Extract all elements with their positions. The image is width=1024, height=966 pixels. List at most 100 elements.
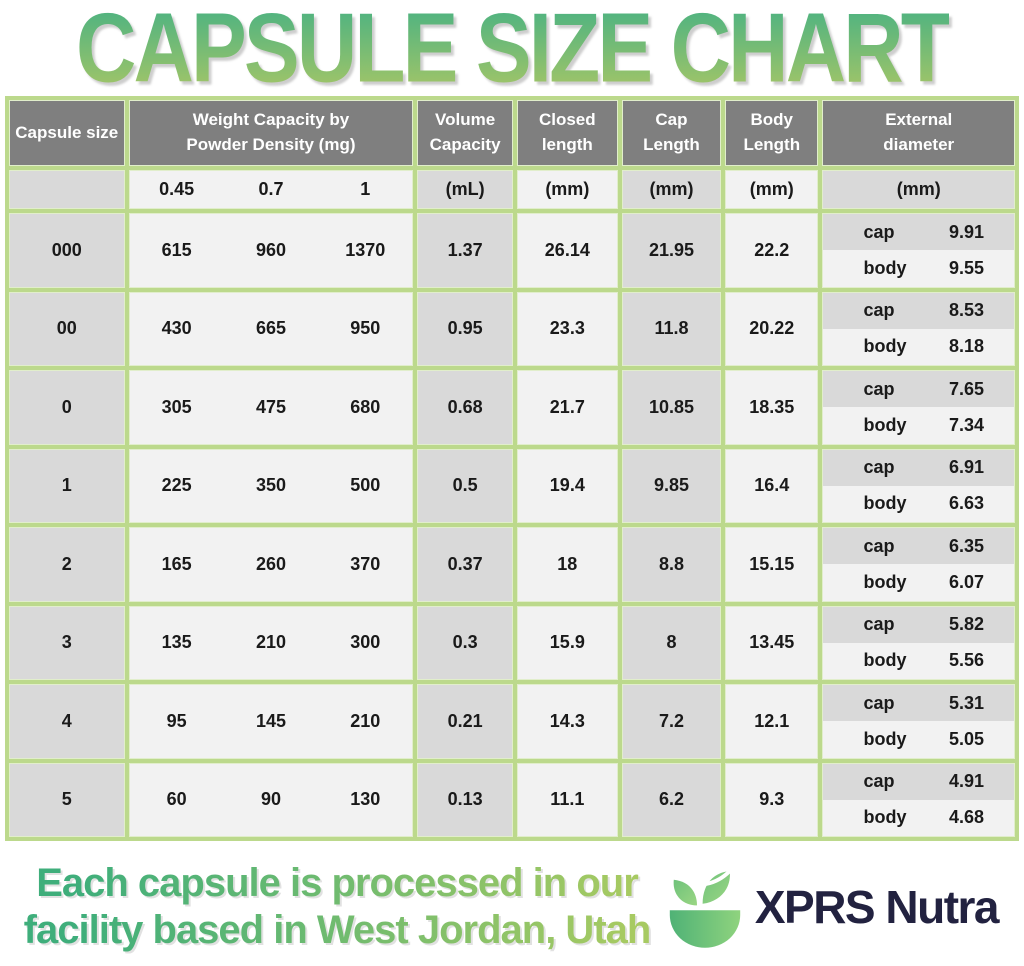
volume-capacity-cell: 0.21 xyxy=(418,685,512,758)
weight-values: 95 145 210 xyxy=(130,685,413,758)
closed-length-cell: 21.7 xyxy=(517,371,617,444)
external-diameter-cell: cap 6.91 body 6.63 xyxy=(823,449,1014,522)
external-body-row: body 9.55 xyxy=(823,250,1014,287)
column-header-label: diameter xyxy=(883,135,955,154)
external-diameter-cell: cap 8.53 body 8.18 xyxy=(823,292,1014,365)
weight-capacity-cell: 95 145 210 xyxy=(129,685,413,758)
external-diameter-cell: cap 9.91 body 9.55 xyxy=(823,214,1014,287)
external-cap-label: cap xyxy=(863,535,895,556)
external-body-value: 4.68 xyxy=(948,807,984,828)
capsule-size-cell: 00 xyxy=(10,292,124,365)
closed-length-cell: 18 xyxy=(517,528,617,601)
unit-cell-cap: (mm) xyxy=(622,171,721,208)
external-cap-value: 5.82 xyxy=(948,614,984,635)
column-header-label: Length xyxy=(643,135,700,154)
weight-value: 60 xyxy=(166,789,187,810)
unit-cell-volume: (mL) xyxy=(418,171,512,208)
external-body-value: 5.56 xyxy=(948,650,984,671)
column-header-label: Body xyxy=(750,110,794,130)
external-body-row: body 7.34 xyxy=(823,407,1014,444)
external-body-row: body 4.68 xyxy=(823,799,1014,836)
density-value: 0.7 xyxy=(258,179,284,199)
brand-logo: XPRS Nutra xyxy=(665,865,1000,949)
external-body-value: 5.05 xyxy=(948,728,984,749)
volume-capacity-cell: 0.13 xyxy=(418,763,512,836)
external-cap-label: cap xyxy=(863,300,895,321)
column-header-label: Capacity xyxy=(429,135,501,154)
body-length-cell: 18.35 xyxy=(726,371,818,444)
weight-value: 350 xyxy=(255,475,286,496)
column-header-label: Volume xyxy=(435,110,496,130)
column-header-label: Length xyxy=(743,135,801,154)
cap-length-cell: 8.8 xyxy=(622,528,721,601)
external-body-row: body 8.18 xyxy=(823,328,1014,365)
external-cap-label: cap xyxy=(863,771,895,792)
capsule-size-cell: 2 xyxy=(10,528,124,601)
body-length-cell: 20.22 xyxy=(726,292,818,365)
footer-tagline-line2: facility based in West Jordan, Utah xyxy=(23,908,651,952)
mortar-bowl-with-leaves-icon xyxy=(669,869,741,948)
capsule-size-table: Capsule size Weight Capacity by Powder D… xyxy=(5,96,1019,841)
external-cap-row: cap 7.65 xyxy=(823,371,1014,408)
weight-value: 300 xyxy=(350,632,381,653)
weight-value: 615 xyxy=(161,239,192,260)
external-body-row: body 6.63 xyxy=(823,485,1014,522)
external-cap-label: cap xyxy=(863,614,895,635)
external-body-label: body xyxy=(863,650,907,671)
cap-length-cell: 8 xyxy=(622,606,721,679)
weight-values: 60 90 130 xyxy=(130,764,413,837)
column-header-volume-capacity: Volume Capacity xyxy=(418,101,512,165)
weight-value: 370 xyxy=(350,553,381,574)
column-header-capsule-size: Capsule size xyxy=(10,101,124,165)
column-header-label: Cap xyxy=(655,110,688,130)
weight-capacity-cell: 225 350 500 xyxy=(129,449,413,522)
external-cap-value: 8.53 xyxy=(948,300,984,321)
column-header-weight-capacity: Weight Capacity by Powder Density (mg) xyxy=(129,101,413,165)
external-body-label: body xyxy=(863,728,907,749)
cap-length-cell: 9.85 xyxy=(622,449,721,522)
unit-cell-empty xyxy=(10,171,124,208)
external-cap-row: cap 8.53 xyxy=(823,292,1014,329)
weight-value: 1370 xyxy=(345,239,386,260)
brand-name: XPRS Nutra xyxy=(754,881,1000,933)
closed-length-cell: 14.3 xyxy=(517,685,617,758)
weight-value: 135 xyxy=(161,632,192,653)
density-value: 1 xyxy=(360,179,371,199)
weight-values: 135 210 300 xyxy=(130,607,413,680)
external-body-label: body xyxy=(863,571,907,592)
weight-value: 145 xyxy=(255,710,286,731)
external-diameter-cell: cap 7.65 body 7.34 xyxy=(823,371,1014,444)
body-length-cell: 22.2 xyxy=(726,214,818,287)
closed-length-cell: 11.1 xyxy=(517,763,617,836)
cap-length-cell: 7.2 xyxy=(622,685,721,758)
external-cap-row: cap 5.82 xyxy=(823,606,1014,643)
column-header-label: External xyxy=(885,110,953,130)
cap-length-cell: 6.2 xyxy=(622,763,721,836)
external-cap-value: 5.31 xyxy=(948,692,984,713)
external-body-value: 7.34 xyxy=(948,414,984,435)
volume-capacity-cell: 1.37 xyxy=(418,214,512,287)
column-header-label: Weight Capacity by xyxy=(192,110,350,130)
external-cap-row: cap 6.91 xyxy=(823,449,1014,486)
weight-capacity-cell: 430 665 950 xyxy=(129,292,413,366)
external-cap-value: 6.35 xyxy=(948,535,984,556)
cap-length-cell: 10.85 xyxy=(622,371,721,444)
column-header-label: Closed xyxy=(538,110,596,130)
weight-value: 210 xyxy=(350,710,381,731)
body-length-cell: 16.4 xyxy=(726,449,818,522)
weight-capacity-cell: 305 475 680 xyxy=(129,371,413,444)
weight-value: 475 xyxy=(255,396,286,417)
closed-length-cell: 26.14 xyxy=(517,214,617,287)
closed-length-cell: 23.3 xyxy=(517,292,617,365)
volume-capacity-cell: 0.68 xyxy=(418,371,512,444)
external-cap-value: 9.91 xyxy=(948,221,984,242)
external-diameter-cell: cap 6.35 body 6.07 xyxy=(823,528,1014,601)
external-cap-value: 6.91 xyxy=(948,457,984,478)
weight-capacity-cell: 60 90 130 xyxy=(129,763,413,837)
weight-value: 165 xyxy=(161,553,192,574)
weight-values: 430 665 950 xyxy=(130,293,413,366)
external-body-label: body xyxy=(863,493,907,514)
body-length-cell: 15.15 xyxy=(726,528,818,601)
weight-value: 665 xyxy=(255,318,286,339)
volume-capacity-cell: 0.3 xyxy=(418,606,512,679)
